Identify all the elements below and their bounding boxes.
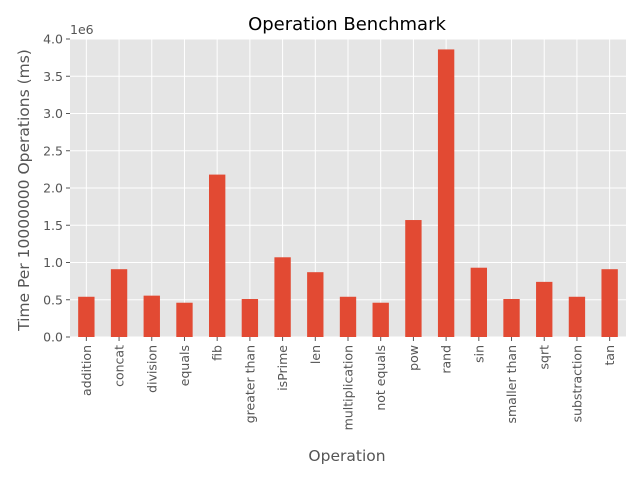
bar-tan xyxy=(601,269,618,337)
x-axis-title: Operation xyxy=(308,447,385,465)
y-tick-label: 3.5 xyxy=(43,69,63,84)
bar-greater-than xyxy=(241,299,259,337)
y-tick-label: 2.5 xyxy=(43,143,63,158)
bar-rand xyxy=(437,49,455,338)
x-tick-label: equals xyxy=(177,345,192,386)
y-tick-label: 4.0 xyxy=(43,32,63,47)
x-tick-label: sqrt xyxy=(537,345,552,370)
y-tick-label: 0.5 xyxy=(43,292,63,307)
bar-concat xyxy=(110,269,128,337)
bar-len xyxy=(307,272,324,337)
x-tick-label: multiplication xyxy=(341,345,356,430)
bar-isPrime xyxy=(274,257,291,337)
x-tick-label: isPrime xyxy=(275,345,290,391)
bars xyxy=(78,49,618,338)
bar-substraction xyxy=(568,296,586,337)
x-tick-label: sin xyxy=(471,345,486,363)
bar-not-equals xyxy=(372,302,389,337)
x-tick-label: smaller than xyxy=(504,345,519,424)
x-tick-label: pow xyxy=(406,345,421,371)
x-tick-label: rand xyxy=(439,345,454,374)
x-axis-ticks: addition concat division equals fib greater t… xyxy=(79,337,617,430)
x-tick-label: addition xyxy=(79,345,94,396)
bar-pow xyxy=(405,220,422,337)
y-axis-offset-label: 1e6 xyxy=(70,22,94,37)
bar-sin xyxy=(470,267,487,337)
y-tick-label: 1.5 xyxy=(43,218,63,233)
y-tick-label: 3.0 xyxy=(43,106,63,121)
bar-multiplication xyxy=(339,296,357,337)
x-tick-label: not equals xyxy=(373,345,388,411)
x-tick-label: len xyxy=(308,345,323,364)
chart-title: Operation Benchmark xyxy=(248,14,446,35)
x-tick-label: substraction xyxy=(569,345,584,422)
bar-smaller-than xyxy=(503,299,520,337)
y-axis-ticks: 0.0 0.5 1.0 1.5 2.0 2.5 3.0 3.5 4.0 xyxy=(43,32,70,345)
x-tick-label: division xyxy=(144,345,159,393)
bar-fib xyxy=(209,174,226,337)
y-tick-label: 2.0 xyxy=(43,181,63,196)
bar-equals xyxy=(176,302,193,337)
x-tick-label: greater than xyxy=(242,345,257,423)
bar-sqrt xyxy=(536,281,553,337)
bar-division xyxy=(143,295,160,337)
y-tick-label: 1.0 xyxy=(43,255,63,270)
x-tick-label: tan xyxy=(602,345,617,365)
x-tick-label: fib xyxy=(210,345,225,361)
y-tick-label: 0.0 xyxy=(43,330,63,345)
x-tick-label: concat xyxy=(112,345,127,387)
y-axis-title: Time Per 10000000 Operations (ms) xyxy=(15,49,33,332)
bar-addition xyxy=(78,296,95,337)
